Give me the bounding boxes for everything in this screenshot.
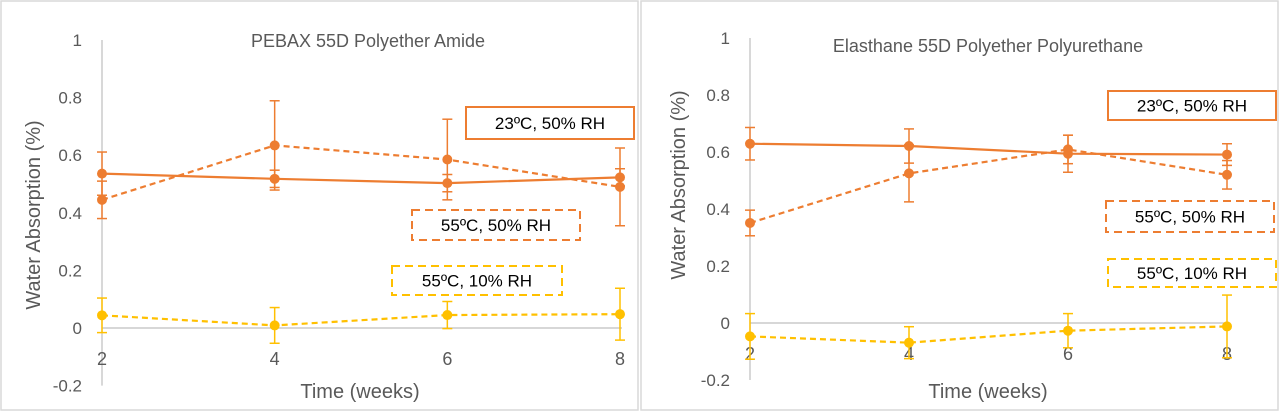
series-label-box bbox=[1105, 200, 1275, 233]
series-label: 55ºC, 10% RH bbox=[1137, 264, 1247, 283]
data-point bbox=[615, 309, 625, 320]
y-axis-label: Water Absorption (%) bbox=[668, 90, 690, 279]
series-label-box bbox=[465, 106, 635, 140]
chart-panel-1: -0.2 0 0.2 0.4 0.6 0.8 1 2 4 6 8 PEBAX 55D Polyethe… bbox=[0, 0, 639, 411]
chart-panel-2: -0.200.20.40.60.812468Elasthane 55D Poly… bbox=[640, 0, 1279, 411]
y-tick-label: 0.4 bbox=[706, 200, 730, 219]
x-axis-label: Time (weeks) bbox=[928, 381, 1047, 403]
x-tick-label: 2 bbox=[97, 349, 107, 369]
y-tick-label: 0.6 bbox=[706, 143, 730, 162]
data-point bbox=[442, 154, 453, 165]
series-3: 55ºC, 10% RH bbox=[745, 258, 1277, 360]
y-tick-label: -0.2 bbox=[53, 377, 82, 396]
series-label-box bbox=[411, 209, 581, 241]
y-tick-label: 0.4 bbox=[58, 204, 82, 223]
series-label: 55ºC, 50% RH bbox=[1135, 208, 1245, 227]
x-tick-label: 6 bbox=[442, 349, 452, 369]
series-label-box bbox=[1107, 90, 1277, 121]
series-line bbox=[101, 172, 621, 185]
chart-border bbox=[0, 0, 639, 411]
data-point bbox=[1063, 144, 1073, 155]
y-tick-label: 0.2 bbox=[58, 261, 82, 280]
y-tick-label: 0 bbox=[721, 314, 730, 333]
x-tick-label: 6 bbox=[1063, 344, 1073, 364]
data-point bbox=[904, 337, 914, 348]
data-point bbox=[97, 310, 107, 321]
series-label: 23ºC, 50% RH bbox=[1137, 97, 1247, 116]
series-label: 23ºC, 50% RH bbox=[495, 114, 605, 133]
data-point bbox=[97, 194, 107, 205]
chart-title: Elasthane 55D Polyether Polyurethane bbox=[833, 36, 1143, 56]
data-point bbox=[97, 168, 107, 179]
data-point bbox=[1063, 325, 1073, 336]
series-label: 55ºC, 10% RH bbox=[422, 272, 532, 291]
data-point bbox=[1222, 169, 1232, 180]
x-axis-label: Time (weeks) bbox=[300, 381, 419, 403]
y-tick-label: 1 bbox=[721, 29, 730, 48]
y-tick-label: 0.8 bbox=[58, 89, 82, 108]
data-point bbox=[269, 320, 280, 331]
y-tick-label: 1 bbox=[73, 31, 82, 50]
x-tick-label: 8 bbox=[615, 349, 625, 369]
series-3: 55ºC, 10% RH bbox=[97, 265, 625, 345]
data-point bbox=[1222, 321, 1232, 332]
y-tick-label: -0.2 bbox=[701, 371, 730, 390]
series-line bbox=[101, 144, 621, 201]
data-point bbox=[745, 217, 755, 228]
series-line bbox=[101, 313, 621, 327]
data-point bbox=[269, 140, 280, 151]
series-label: 55ºC, 50% RH bbox=[441, 216, 551, 235]
y-tick-label: 0 bbox=[73, 319, 82, 338]
y-tick-label: 0.8 bbox=[706, 86, 730, 105]
series-label-box bbox=[1107, 258, 1277, 288]
data-point bbox=[745, 138, 755, 149]
x-tick-label: 4 bbox=[270, 349, 280, 369]
series-line bbox=[749, 148, 1228, 225]
data-point bbox=[745, 331, 755, 342]
data-point bbox=[1222, 149, 1232, 160]
y-tick-label: 0.2 bbox=[706, 257, 730, 276]
y-tick-label: 0.6 bbox=[58, 146, 82, 165]
series-line bbox=[749, 142, 1228, 156]
data-point bbox=[442, 310, 453, 321]
series-label-box bbox=[391, 265, 563, 296]
data-point bbox=[904, 168, 914, 179]
chart-title: PEBAX 55D Polyether Amide bbox=[251, 31, 485, 51]
data-point bbox=[615, 181, 625, 192]
y-axis-label: Water Absorption (%) bbox=[23, 120, 45, 309]
series-2: 55ºC, 50% RH bbox=[97, 100, 625, 241]
series-2: 55ºC, 50% RH bbox=[745, 134, 1275, 237]
